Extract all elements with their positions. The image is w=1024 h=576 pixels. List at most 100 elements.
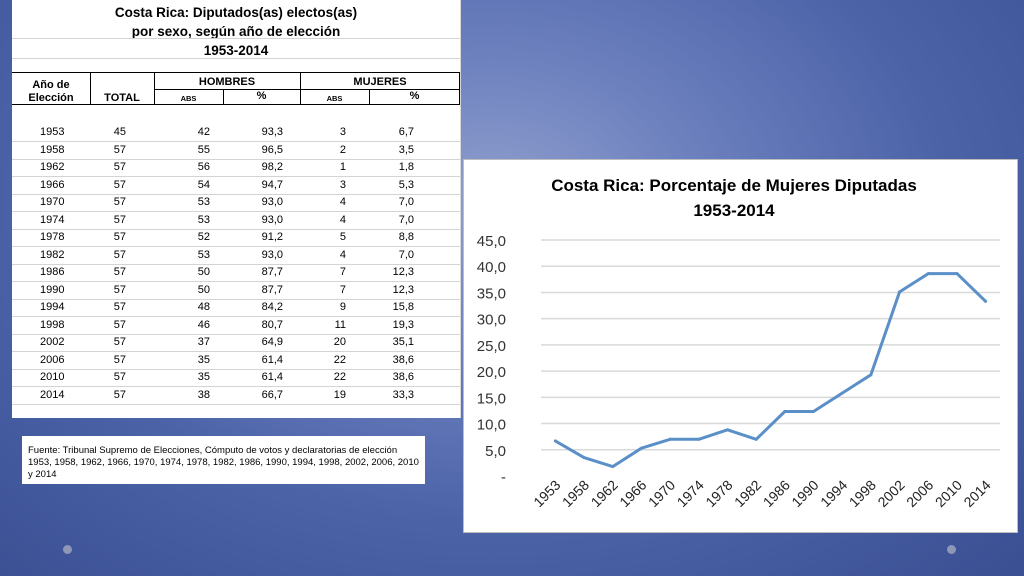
row-divider: [12, 403, 460, 405]
source-note: Fuente: Tribunal Supremo de Elecciones, …: [22, 436, 425, 484]
row-divider: [12, 176, 460, 177]
cell-mujeres-abs: 4: [339, 196, 346, 208]
data-point: [754, 437, 758, 441]
table-row: 1998 57 46 80,7 11 19,3: [12, 317, 460, 335]
cell-year: 1958: [40, 143, 65, 156]
cell-mujeres-pct: 38,6: [392, 371, 414, 383]
cell-mujeres-pct: 8,8: [398, 231, 414, 243]
data-point: [582, 456, 586, 460]
x-tick-label: 2002: [874, 477, 907, 510]
y-tick-label: 5,0: [485, 443, 506, 460]
cell-total: 57: [113, 161, 126, 173]
data-point: [783, 409, 787, 413]
cell-hombres-abs: 54: [197, 178, 210, 191]
cell-total: 57: [113, 336, 126, 348]
cell-mujeres-abs: 5: [339, 231, 346, 243]
table-row: 2010 57 35 61,4 22 38,6: [12, 369, 460, 387]
row-divider: [12, 211, 460, 212]
chart-title-line1: Costa Rica: Porcentaje de Mujeres Diputa…: [551, 176, 917, 195]
x-tick-label: 2014: [960, 477, 993, 510]
cell-hombres-pct: 61,4: [261, 353, 283, 366]
row-divider: [12, 141, 460, 142]
cell-mujeres-abs: 1: [339, 161, 346, 173]
data-point: [898, 290, 902, 294]
row-divider: [12, 281, 460, 282]
cell-mujeres-pct: 7,0: [398, 213, 414, 226]
table-row: 2002 57 37 64,9 20 35,1: [12, 334, 460, 352]
cell-hombres-pct: 93,0: [261, 248, 283, 261]
header-hombres-pct: %: [256, 90, 267, 102]
x-tick-label: 2010: [932, 477, 965, 510]
header-mujeres-pct: %: [409, 90, 420, 102]
cell-hombres-abs: 53: [197, 213, 210, 226]
header-col-divider-2: [154, 72, 155, 104]
data-point: [611, 465, 615, 469]
cell-hombres-pct: 80,7: [261, 318, 283, 331]
row-divider: [12, 158, 460, 160]
cell-mujeres-abs: 2: [339, 143, 346, 156]
table-row: 1962 57 56 98,2 1 1,8: [12, 159, 460, 177]
line-chart-panel: Costa Rica: Porcentaje de Mujeres Diputa…: [463, 159, 1018, 533]
cell-year: 1990: [40, 283, 65, 296]
row-divider: [12, 246, 460, 247]
cell-mujeres-abs: 4: [339, 248, 346, 261]
x-tick-label: 1974: [674, 477, 707, 510]
cell-hombres-pct: 87,7: [261, 283, 283, 296]
cell-total: 57: [113, 283, 126, 296]
data-point: [840, 391, 844, 395]
cell-total: 57: [113, 388, 126, 401]
title-divider-2: [12, 58, 460, 59]
cell-mujeres-abs: 9: [339, 301, 346, 313]
cell-hombres-abs: 55: [197, 143, 210, 156]
cell-mujeres-pct: 35,1: [392, 336, 414, 348]
cell-total: 45: [113, 126, 126, 138]
y-tick-label: 10,0: [477, 417, 506, 434]
cell-hombres-abs: 53: [197, 196, 210, 208]
cell-mujeres-pct: 1,8: [398, 161, 414, 173]
cell-mujeres-abs: 22: [333, 353, 346, 366]
cell-mujeres-pct: 12,3: [392, 266, 414, 278]
cell-mujeres-pct: 7,0: [398, 248, 414, 261]
row-divider: [12, 298, 460, 300]
cell-mujeres-pct: 3,5: [398, 143, 414, 156]
cell-total: 57: [113, 248, 126, 261]
cell-total: 57: [113, 318, 126, 331]
cell-year: 1962: [40, 161, 65, 173]
cell-year: 1982: [40, 248, 65, 261]
data-point: [812, 409, 816, 413]
table-title-line3: 1953-2014: [203, 43, 269, 58]
table-row: 1990 57 50 87,7 7 12,3: [12, 282, 460, 300]
x-tick-label: 1982: [731, 477, 764, 510]
row-divider: [12, 316, 460, 317]
data-point: [553, 439, 557, 443]
table-title-line1: Costa Rica: Diputados(as) electos(as): [114, 5, 358, 20]
header-total: TOTAL: [104, 92, 140, 104]
table-row: 1986 57 50 87,7 7 12,3: [12, 264, 460, 282]
header-year-line1: Año de: [32, 79, 70, 91]
cell-year: 1998: [40, 318, 65, 331]
cell-year: 1953: [40, 126, 65, 138]
y-tick-label: 40,0: [477, 259, 506, 276]
cell-mujeres-pct: 5,3: [398, 178, 414, 191]
cell-hombres-abs: 52: [197, 231, 210, 243]
cell-hombres-pct: 64,9: [261, 336, 283, 348]
header-col-divider-5: [369, 89, 370, 104]
header-col-divider-3: [223, 89, 224, 104]
x-tick-label: 1994: [817, 477, 850, 510]
row-divider: [12, 228, 460, 230]
cell-year: 2010: [40, 371, 65, 383]
header-col-divider-1: [90, 72, 91, 104]
cell-hombres-abs: 38: [197, 388, 210, 401]
table-row: 1982 57 53 93,0 4 7,0: [12, 247, 460, 265]
data-point: [955, 272, 959, 276]
cell-hombres-abs: 42: [197, 126, 210, 138]
cell-total: 57: [113, 266, 126, 278]
cell-mujeres-abs: 22: [333, 371, 346, 383]
cell-mujeres-abs: 4: [339, 213, 346, 226]
cell-hombres-abs: 56: [197, 161, 210, 173]
x-tick-label: 1998: [846, 477, 879, 510]
table-row: 1970 57 53 93,0 4 7,0: [12, 194, 460, 212]
cell-mujeres-abs: 19: [333, 388, 346, 401]
y-tick-label: 15,0: [477, 390, 506, 407]
row-divider: [12, 386, 460, 387]
